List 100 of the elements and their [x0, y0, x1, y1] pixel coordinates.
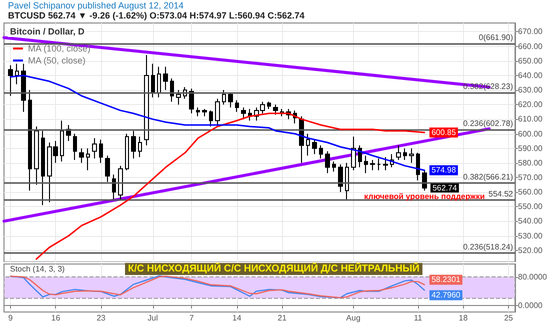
candlestick [325, 150, 330, 174]
candlestick [118, 165, 123, 200]
chart-title: Stoch (14, 3, 3) [10, 264, 66, 274]
candlestick [273, 104, 278, 116]
candlestick [422, 170, 427, 192]
candlestick [222, 90, 226, 106]
y-tick-label: 610.00 [518, 114, 544, 124]
y-tick-label: 0.0000 [518, 301, 544, 310]
y-tick-label: 570.00 [518, 172, 544, 182]
y-tick-label: 620.00 [518, 100, 544, 110]
chart-subtitle: BTCUSD 562.74 ▼ -9.26 (-1.62%) O:573.04 H:574.97 L:560.94 C:562.74 [8, 10, 305, 20]
ref-line-label: 0.236(602.78) [463, 119, 514, 128]
candlestick [15, 63, 19, 85]
candlestick [170, 78, 174, 102]
annotation: ключевой уровень поддержки [364, 192, 485, 201]
candlestick [189, 88, 194, 114]
candlestick [267, 101, 271, 110]
candlestick [163, 66, 168, 91]
annotation: К/С НИСХОДЯЩИЙ С/С НИСХОДЯЩИЙ Д/С НЕЙТРАЛЬНЫЙ [128, 262, 420, 274]
candlestick [8, 64, 13, 96]
y-tick-label: 580.00 [518, 158, 544, 168]
candlestick [215, 98, 220, 127]
data-label: 600.85 [431, 128, 456, 138]
candlestick [416, 152, 420, 181]
x-tick-label: 16 [51, 314, 61, 322]
candlestick [131, 130, 136, 160]
x-tick-label: 14 [232, 314, 242, 322]
y-tick-label: 590.00 [518, 144, 544, 153]
candlestick [125, 133, 129, 171]
data-label: 574.98 [431, 166, 456, 175]
candlestick [332, 160, 336, 172]
chart-title: Bitcoin / Dollar, D [10, 26, 86, 36]
y-tick-label: 540.00 [518, 216, 544, 226]
candlestick [351, 136, 356, 171]
y-tick-label: 630.00 [518, 86, 544, 95]
candlestick [73, 133, 77, 160]
candlestick [338, 164, 343, 193]
y-tick-label: 520.00 [518, 246, 544, 255]
candlestick [383, 156, 388, 171]
ref-line-label: 0.236(518.24) [463, 242, 514, 252]
x-tick-label: 18 [458, 314, 468, 322]
candlestick [196, 107, 200, 117]
ref-line-label: 0.382(566.21) [463, 172, 514, 182]
candlestick [79, 148, 84, 164]
x-tick-label: 11 [414, 314, 423, 322]
candlestick [345, 162, 349, 200]
ref-line-label: 0(661.90) [478, 33, 514, 42]
candlestick [34, 126, 39, 186]
y-tick-label: 640.00 [518, 70, 544, 80]
candlestick [235, 100, 239, 112]
candlestick [86, 148, 90, 171]
y-tick-label: 530.00 [518, 231, 544, 240]
x-tick-label: 9 [8, 314, 14, 322]
candlestick [228, 92, 233, 108]
candlestick [403, 148, 407, 160]
ref-line-label: 554.52 [488, 190, 514, 199]
candlestick [377, 158, 381, 171]
y-tick-label: 600.00 [518, 129, 544, 138]
candlestick [144, 54, 149, 146]
candlestick [151, 63, 155, 98]
candlestick [312, 139, 317, 155]
candlestick [306, 133, 310, 156]
data-label: 58.2301 [431, 275, 461, 284]
line-series [10, 74, 426, 171]
y-tick-label: 660.00 [518, 42, 544, 51]
candlestick [138, 136, 142, 158]
y-tick-label: 80.0000 [518, 272, 548, 282]
candlestick [209, 110, 213, 127]
legend-label: MA (100, close) [28, 44, 91, 54]
y-tick-label: 560.00 [518, 188, 544, 197]
y-tick-label: 550.00 [518, 202, 544, 212]
x-tick-label: Aug [346, 314, 360, 322]
x-tick-label: 23 [96, 314, 106, 322]
candlestick [241, 107, 246, 120]
candlestick [28, 90, 32, 192]
x-tick-label: 21 [278, 314, 288, 322]
data-label: 42.7960 [431, 290, 461, 300]
candlestick [202, 108, 207, 117]
candlestick [41, 130, 45, 206]
candlestick [364, 155, 368, 174]
y-tick-label: 670.00 [518, 27, 544, 36]
text: Pavel Schipanov published August 12, 2014 [8, 0, 184, 10]
ref-line-label: 0.382(628.23) [463, 82, 514, 92]
candlestick [21, 63, 26, 112]
candlestick [319, 144, 323, 160]
text: 562.74 [432, 184, 457, 193]
x-tick-label: Jul [148, 314, 158, 322]
candlestick [396, 144, 401, 160]
candlestick [112, 174, 116, 200]
candlestick [370, 159, 375, 171]
candlestick [60, 120, 64, 162]
x-tick-label: 7 [189, 314, 194, 322]
legend-label: MA (50, close) [28, 56, 86, 66]
candlestick [105, 155, 110, 182]
candlestick [92, 138, 97, 160]
candlestick [99, 139, 103, 164]
y-tick-label: 650.00 [518, 56, 544, 66]
candlestick [157, 66, 161, 98]
candlestick [409, 148, 414, 164]
x-tick-label: 25 [504, 314, 514, 322]
